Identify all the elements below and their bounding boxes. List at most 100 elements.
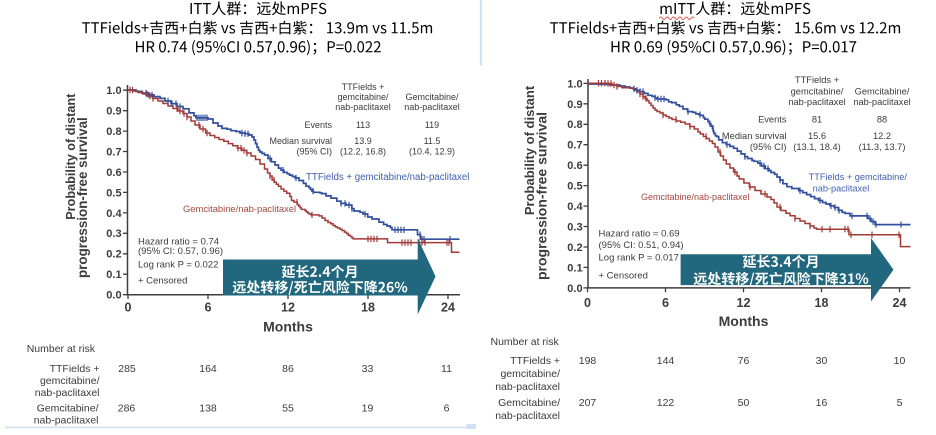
- svg-text:16: 16: [816, 397, 828, 409]
- svg-text:+ Censored: + Censored: [138, 275, 187, 286]
- svg-text:6: 6: [662, 296, 669, 310]
- svg-text:76: 76: [738, 355, 750, 367]
- svg-text:198: 198: [579, 355, 597, 367]
- svg-text:5: 5: [897, 397, 903, 409]
- svg-text:0.2: 0.2: [106, 249, 121, 261]
- svg-text:Probability of distant: Probability of distant: [522, 85, 537, 215]
- svg-text:285: 285: [118, 363, 136, 375]
- svg-text:119: 119: [425, 120, 439, 130]
- svg-text:0.6: 0.6: [106, 167, 121, 179]
- svg-text:Hazard ratio = 0.74: Hazard ratio = 0.74: [138, 236, 219, 247]
- svg-text:progression-free survival: progression-free survival: [75, 117, 90, 278]
- svg-text:86: 86: [282, 363, 294, 375]
- svg-text:164: 164: [199, 363, 217, 375]
- svg-text:19: 19: [362, 403, 374, 415]
- svg-text:0.8: 0.8: [567, 119, 582, 131]
- svg-text:gemcitabine/: gemcitabine/: [500, 368, 560, 380]
- svg-text:0.3: 0.3: [106, 228, 121, 240]
- svg-text:138: 138: [199, 403, 217, 415]
- svg-text:(95% CI): (95% CI): [296, 146, 332, 156]
- svg-text:0.0: 0.0: [567, 283, 582, 295]
- svg-text:0.3: 0.3: [567, 221, 582, 233]
- svg-text:1.0: 1.0: [567, 78, 582, 90]
- svg-text:13.9: 13.9: [354, 136, 372, 146]
- svg-text:Gemcitabine/: Gemcitabine/: [37, 403, 99, 415]
- svg-text:12.2: 12.2: [873, 131, 891, 141]
- svg-text:0.7: 0.7: [567, 140, 582, 152]
- svg-text:Gemcitabine/: Gemcitabine/: [405, 92, 459, 102]
- svg-text:(95% CI: 0.51, 0.94): (95% CI: 0.51, 0.94): [599, 240, 684, 251]
- svg-text:Events: Events: [758, 115, 787, 125]
- svg-text:33: 33: [362, 363, 374, 375]
- svg-text:gemcitabine/: gemcitabine/: [337, 92, 389, 102]
- svg-text:nab-paclitaxel: nab-paclitaxel: [813, 183, 870, 193]
- svg-text:207: 207: [579, 397, 597, 409]
- svg-text:Number at risk: Number at risk: [491, 336, 560, 348]
- svg-text:144: 144: [657, 355, 675, 367]
- svg-text:nab-paclitaxel: nab-paclitaxel: [34, 415, 99, 427]
- svg-text:88: 88: [877, 115, 887, 125]
- svg-text:11: 11: [441, 363, 452, 375]
- svg-text:0.9: 0.9: [106, 106, 121, 118]
- svg-text:0.1: 0.1: [106, 269, 121, 281]
- svg-text:Median survival: Median survival: [269, 136, 332, 146]
- svg-text:30: 30: [816, 355, 828, 367]
- svg-text:0.4: 0.4: [567, 201, 583, 213]
- svg-text:TTFields +: TTFields +: [342, 82, 385, 92]
- svg-text:50: 50: [738, 397, 750, 409]
- svg-text:(10.4, 12.9): (10.4, 12.9): [409, 146, 455, 156]
- svg-text:Log rank P = 0.022: Log rank P = 0.022: [138, 259, 218, 270]
- svg-text:0.2: 0.2: [567, 242, 582, 254]
- svg-text:18: 18: [815, 296, 829, 310]
- svg-text:Number at risk: Number at risk: [27, 343, 96, 355]
- svg-text:gemcitabine/: gemcitabine/: [791, 87, 844, 97]
- svg-text:Gemcitabine/nab-paclitaxel: Gemcitabine/nab-paclitaxel: [183, 203, 296, 214]
- svg-text:Months: Months: [263, 319, 313, 335]
- svg-text:122: 122: [657, 397, 675, 409]
- svg-text:(95% CI: 0.57, 0.96): (95% CI: 0.57, 0.96): [138, 246, 223, 257]
- svg-text:(13.1, 18.4): (13.1, 18.4): [793, 142, 841, 152]
- svg-text:55: 55: [282, 403, 294, 415]
- svg-text:0.1: 0.1: [567, 262, 582, 274]
- svg-text:0: 0: [584, 296, 591, 310]
- svg-text:(95% CI): (95% CI): [750, 142, 787, 152]
- svg-text:Events: Events: [304, 120, 332, 130]
- svg-text:nab-paclitaxel: nab-paclitaxel: [495, 381, 560, 393]
- svg-text:TTFields +: TTFields +: [795, 75, 839, 85]
- svg-text:15.6: 15.6: [808, 131, 826, 141]
- svg-text:0.6: 0.6: [567, 160, 582, 172]
- svg-text:nab-paclitaxel: nab-paclitaxel: [404, 102, 460, 112]
- svg-text:+ Censored: + Censored: [599, 271, 648, 282]
- svg-text:81: 81: [812, 115, 822, 125]
- svg-text:24: 24: [441, 301, 455, 315]
- svg-text:(12.2, 16.8): (12.2, 16.8): [340, 146, 386, 156]
- svg-text:6: 6: [444, 403, 450, 415]
- svg-text:1.0: 1.0: [106, 85, 121, 97]
- svg-text:6: 6: [205, 301, 212, 315]
- svg-text:nab-paclitaxel: nab-paclitaxel: [35, 387, 100, 399]
- svg-text:0.5: 0.5: [567, 181, 582, 193]
- svg-text:Log rank P = 0.017: Log rank P = 0.017: [599, 252, 679, 263]
- svg-text:286: 286: [118, 403, 136, 415]
- svg-text:18: 18: [361, 301, 375, 315]
- svg-text:Gemcitabine/nab-paclitaxel: Gemcitabine/nab-paclitaxel: [641, 192, 750, 202]
- svg-text:TTFields + gemcitabine/: TTFields + gemcitabine/: [809, 172, 908, 182]
- svg-text:12: 12: [281, 301, 295, 315]
- svg-text:12: 12: [737, 296, 751, 310]
- svg-text:0.5: 0.5: [106, 187, 121, 199]
- svg-text:nab-paclitaxel: nab-paclitaxel: [853, 97, 910, 107]
- svg-text:0.0: 0.0: [106, 290, 121, 302]
- svg-text:(11.3, 13.7): (11.3, 13.7): [859, 142, 906, 152]
- svg-text:10: 10: [894, 355, 906, 367]
- svg-text:113: 113: [356, 120, 370, 130]
- svg-text:progression-free survival: progression-free survival: [534, 112, 550, 280]
- svg-text:nab-paclitaxel: nab-paclitaxel: [335, 102, 391, 112]
- svg-text:nab-paclitaxel: nab-paclitaxel: [495, 410, 560, 422]
- svg-text:nab-paclitaxel: nab-paclitaxel: [788, 97, 845, 107]
- svg-text:24: 24: [893, 296, 907, 310]
- svg-text:gemcitabine/: gemcitabine/: [40, 375, 100, 387]
- svg-text:TTFields +: TTFields +: [510, 355, 560, 367]
- svg-text:Gemcitabine/: Gemcitabine/: [855, 87, 910, 97]
- svg-text:Median survival: Median survival: [722, 131, 787, 141]
- svg-text:0.8: 0.8: [106, 126, 121, 138]
